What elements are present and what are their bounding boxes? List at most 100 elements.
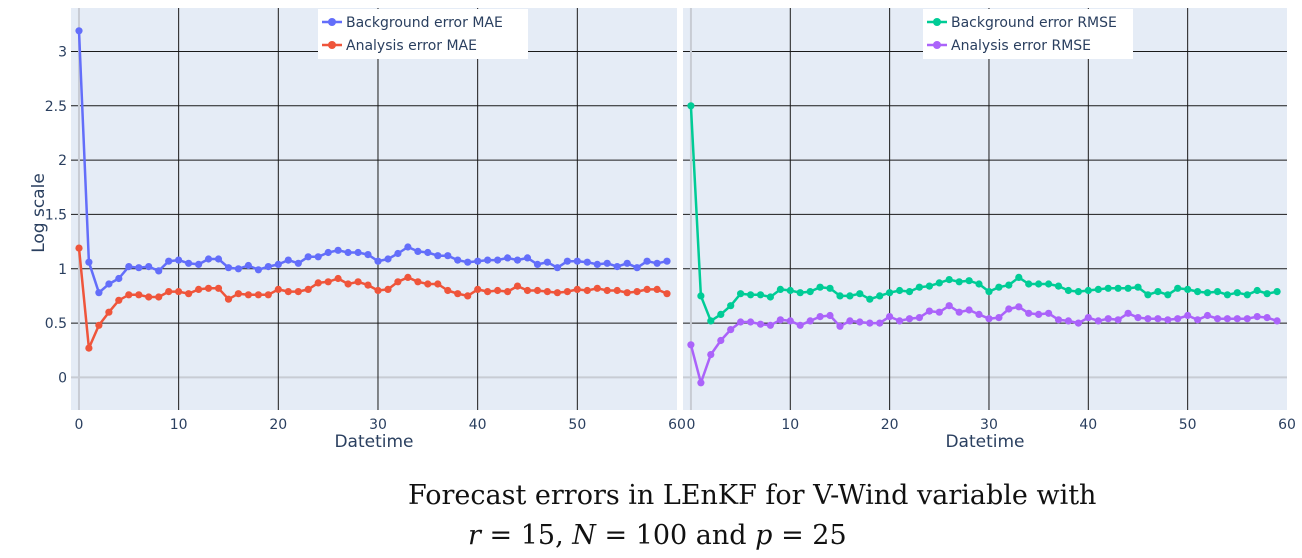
data-point	[796, 321, 804, 329]
data-point	[533, 260, 542, 268]
data-point	[214, 255, 223, 263]
data-point	[1194, 288, 1202, 296]
y-tick-label: 2.5	[45, 99, 67, 115]
data-point	[583, 286, 591, 295]
data-point	[1045, 280, 1053, 288]
data-point	[224, 295, 233, 303]
data-point	[165, 288, 173, 296]
data-point	[1144, 315, 1152, 323]
x-tick-label: 40	[1079, 417, 1097, 433]
data-point	[175, 256, 183, 264]
y-tick-label: 0	[58, 370, 67, 386]
legend-swatch-marker	[328, 41, 336, 49]
data-point	[543, 258, 552, 266]
legend-swatch-marker	[933, 18, 941, 26]
data-point	[314, 279, 322, 287]
data-point	[756, 320, 765, 328]
data-point	[1064, 317, 1072, 325]
data-point	[806, 317, 814, 325]
data-point	[1114, 284, 1122, 292]
data-point	[464, 292, 472, 300]
data-point	[1184, 311, 1192, 320]
data-point	[1124, 284, 1132, 292]
data-point	[816, 313, 824, 321]
data-point	[717, 336, 725, 345]
data-point	[816, 283, 824, 291]
data-point	[394, 278, 402, 286]
data-point	[324, 248, 332, 257]
data-point	[145, 293, 153, 301]
data-point	[1243, 291, 1251, 299]
legend-box	[318, 9, 528, 59]
data-point	[583, 258, 591, 266]
data-point	[115, 274, 123, 283]
data-point	[344, 280, 352, 288]
data-point	[766, 293, 775, 301]
data-point	[284, 256, 292, 264]
data-point	[826, 284, 834, 292]
data-point	[603, 286, 611, 295]
data-point	[687, 102, 695, 110]
data-point	[374, 257, 382, 265]
data-point	[95, 289, 103, 297]
data-point	[747, 318, 755, 326]
data-point	[513, 256, 522, 264]
data-point	[975, 280, 983, 288]
data-point	[523, 254, 532, 262]
data-point	[1203, 311, 1212, 320]
data-point	[1045, 309, 1053, 317]
data-point	[334, 246, 342, 254]
data-point	[945, 302, 953, 310]
data-point	[856, 290, 864, 298]
data-point	[876, 292, 884, 300]
x-tick-label: 0	[75, 417, 84, 433]
data-point	[747, 291, 755, 299]
data-point	[384, 255, 392, 263]
caption-r-symbol: r	[468, 520, 481, 551]
data-point	[1213, 288, 1222, 296]
caption-n-value: = 100 and	[604, 520, 747, 551]
data-point	[125, 291, 133, 299]
legend-label: Analysis error RMSE	[951, 38, 1091, 54]
data-point	[1194, 316, 1202, 324]
data-point	[234, 265, 242, 273]
data-point	[905, 315, 914, 323]
data-point	[304, 253, 312, 261]
data-point	[85, 344, 93, 352]
data-point	[553, 264, 562, 272]
data-point	[404, 243, 412, 251]
data-point	[717, 310, 725, 318]
data-point	[1094, 285, 1102, 293]
data-point	[633, 288, 641, 296]
data-point	[484, 256, 492, 264]
series-2	[75, 244, 671, 352]
data-point	[204, 255, 213, 263]
y-tick-label: 3	[58, 44, 67, 60]
x-tick-label: 60	[1278, 417, 1296, 433]
data-point	[1263, 314, 1271, 322]
data-point	[1074, 288, 1082, 296]
data-point	[1273, 317, 1281, 325]
data-point	[185, 290, 193, 298]
data-point	[866, 319, 874, 327]
data-point	[175, 288, 183, 296]
data-point	[135, 264, 143, 272]
caption-line-2: r = 15, N = 100 and p = 25	[468, 520, 847, 551]
data-point	[394, 249, 402, 258]
data-point	[925, 307, 934, 315]
data-point	[697, 292, 705, 300]
data-point	[105, 280, 113, 288]
plot-background	[71, 8, 677, 410]
data-point	[653, 259, 661, 267]
data-point	[796, 289, 804, 297]
data-point	[573, 257, 581, 265]
data-point	[474, 285, 482, 293]
x-tick-label: 20	[881, 417, 899, 433]
data-point	[1094, 317, 1102, 325]
data-point	[955, 308, 963, 316]
data-point	[613, 286, 621, 295]
legend: Background error MAE Analysis error MAE	[318, 9, 528, 59]
data-point	[484, 288, 492, 296]
data-point	[846, 317, 854, 325]
chart-panel-2: 0 10 20 30 40 50 60 Datetime Background error RM…	[683, 8, 1296, 452]
